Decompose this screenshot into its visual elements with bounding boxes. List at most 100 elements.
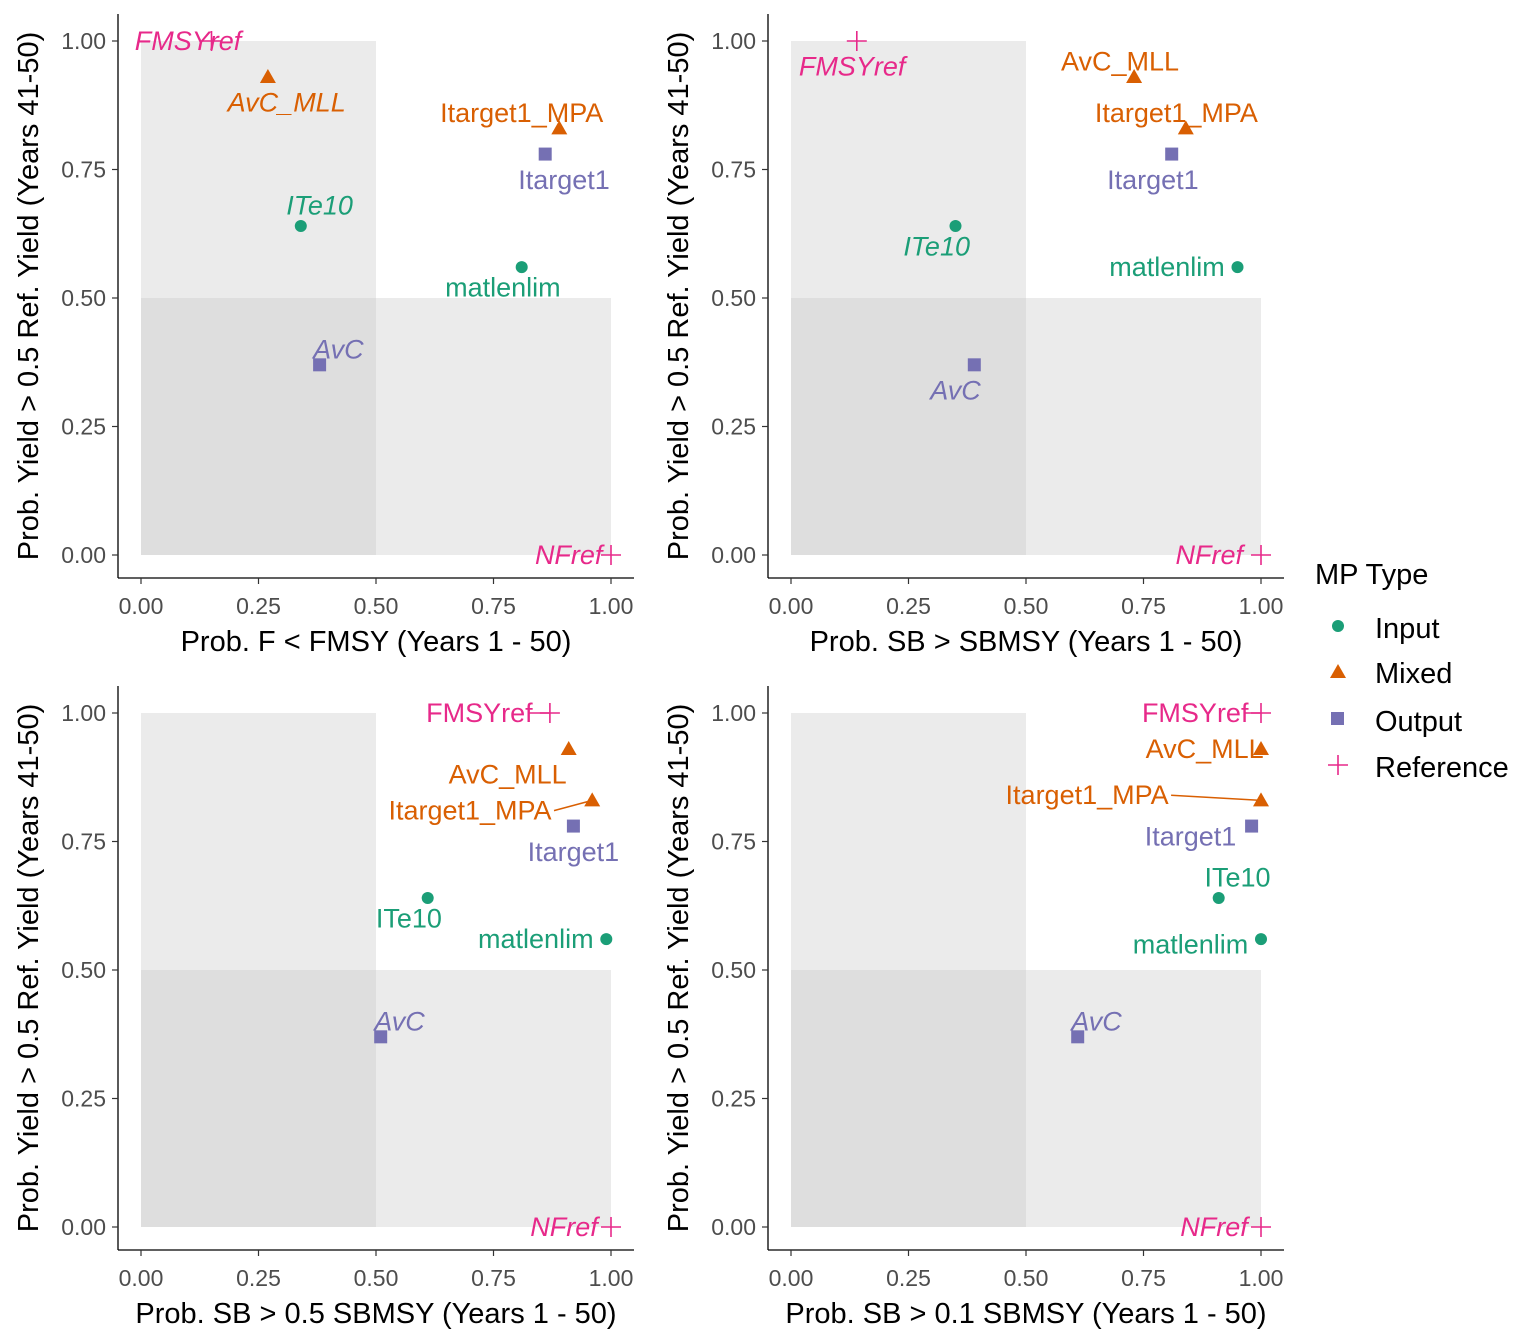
legend-key-output bbox=[1331, 712, 1344, 725]
x-axis-title: Prob. F < FMSY (Years 1 - 50) bbox=[181, 626, 572, 658]
label-ite10: ITe10 bbox=[376, 904, 442, 934]
point-avc-mll bbox=[1253, 740, 1269, 755]
point-ite10 bbox=[421, 892, 434, 905]
panel-top-right: 0.00 0.25 0.50 0.75 1.00 0.00 0.25 0.50 0.75 1.00… bbox=[663, 14, 1284, 658]
x-tick-label: 0.50 bbox=[1004, 593, 1049, 619]
point-itarget1 bbox=[538, 147, 552, 161]
x-tick-label: 0.50 bbox=[354, 1265, 399, 1291]
label-itarget1: Itarget1 bbox=[1145, 821, 1237, 851]
x-tick-label: 0.50 bbox=[354, 593, 399, 619]
y-axis-title: Prob. Yield > 0.5 Ref. Yield (Years 41-5… bbox=[13, 704, 45, 1233]
x-axis-title: Prob. SB > SBMSY (Years 1 - 50) bbox=[810, 626, 1243, 658]
point-matlenlim bbox=[600, 933, 613, 946]
label-avc-mll: AvC_MLL bbox=[226, 88, 346, 118]
x-tick-label: 0.75 bbox=[1121, 1265, 1166, 1291]
point-fmsyref bbox=[846, 31, 867, 51]
y-tick-label: 1.00 bbox=[711, 28, 756, 54]
label-avc-mll: AvC_MLL bbox=[1061, 47, 1179, 77]
label-avc: AvC bbox=[928, 376, 981, 406]
x-axis-title: Prob. SB > 0.5 SBMSY (Years 1 - 50) bbox=[135, 1298, 616, 1330]
point-avc-mll bbox=[560, 740, 577, 755]
point-avc-mll bbox=[1126, 68, 1143, 83]
x-tick-label: 0.25 bbox=[236, 1265, 281, 1291]
x-tick-label: 1.00 bbox=[589, 593, 634, 619]
label-fmsyref: FMSYref bbox=[1142, 698, 1249, 728]
point-itarget1-mpa bbox=[1253, 792, 1269, 807]
point-avc bbox=[313, 358, 327, 372]
x-tick-label: 0.00 bbox=[119, 593, 164, 619]
label-itarget1-mpa: Itarget1_MPA bbox=[388, 796, 551, 826]
y-axis-title: Prob. Yield > 0.5 Ref. Yield (Years 41-5… bbox=[663, 704, 695, 1233]
y-tick-label: 0.25 bbox=[61, 414, 106, 440]
point-ite10 bbox=[294, 220, 307, 233]
label-nfref: NFref bbox=[530, 1212, 600, 1242]
legend-item-mixed: Mixed bbox=[1330, 658, 1452, 690]
legend-key-input bbox=[1332, 620, 1344, 632]
y-tick-label: 0.50 bbox=[61, 957, 106, 983]
x-tick-label: 0.75 bbox=[1121, 593, 1166, 619]
x-tick-label: 0.25 bbox=[886, 1265, 931, 1291]
point-itarget1-mpa bbox=[1177, 120, 1194, 135]
y-tick-label: 0.25 bbox=[61, 1086, 106, 1112]
legend-item-input: Input bbox=[1332, 613, 1440, 645]
legend-item-reference: Reference bbox=[1328, 752, 1509, 784]
point-nfref bbox=[601, 1217, 621, 1237]
point-ite10 bbox=[949, 220, 962, 233]
legend-label-input: Input bbox=[1375, 613, 1440, 645]
legend-label-mixed: Mixed bbox=[1375, 658, 1452, 690]
point-nfref bbox=[1251, 1217, 1271, 1237]
label-matlenlim: matlenlim bbox=[445, 273, 561, 303]
y-tick-label: 0.00 bbox=[61, 1214, 106, 1240]
chart-panels: 0.00 0.25 0.50 0.75 1.00 0.00 0.25 0.50 0.75 1.00… bbox=[13, 14, 1284, 1330]
y-tick-label: 0.75 bbox=[711, 829, 756, 855]
panel-bottom-right: 0.00 0.25 0.50 0.75 1.00 0.00 0.25 0.50 0.75 1.00… bbox=[663, 686, 1284, 1330]
point-fmsyref bbox=[201, 31, 222, 51]
label-ite10: ITe10 bbox=[286, 190, 353, 220]
point-nfref bbox=[1251, 545, 1271, 565]
y-tick-label: 0.50 bbox=[61, 285, 106, 311]
label-matlenlim: matlenlim bbox=[1109, 252, 1225, 282]
x-tick-label: 1.00 bbox=[1239, 1265, 1284, 1291]
legend-label-output: Output bbox=[1375, 706, 1462, 738]
label-nfref: NFref bbox=[535, 540, 605, 570]
y-tick-label: 0.00 bbox=[711, 1214, 756, 1240]
x-tick-label: 0.75 bbox=[471, 593, 516, 619]
label-ite10: ITe10 bbox=[1204, 862, 1270, 892]
point-itarget1-mpa bbox=[584, 792, 601, 807]
label-itarget1: Itarget1 bbox=[1107, 165, 1199, 195]
point-itarget1-mpa bbox=[551, 120, 568, 135]
y-tick-label: 1.00 bbox=[711, 700, 756, 726]
point-matlenlim bbox=[1231, 261, 1244, 274]
y-tick-label: 0.25 bbox=[711, 414, 756, 440]
y-tick-label: 1.00 bbox=[61, 28, 106, 54]
panel-bottom-left: 0.00 0.25 0.50 0.75 1.00 0.00 0.25 0.50 0.75 1.00… bbox=[13, 686, 634, 1330]
point-itarget1 bbox=[1245, 819, 1259, 833]
leader-line-itarget1-mpa bbox=[1171, 794, 1262, 802]
y-tick-label: 0.25 bbox=[711, 1086, 756, 1112]
label-nfref: NFref bbox=[1176, 540, 1246, 570]
label-itarget1: Itarget1 bbox=[518, 165, 610, 195]
label-avc: AvC bbox=[372, 1006, 425, 1036]
y-tick-label: 0.75 bbox=[61, 157, 106, 183]
x-tick-label: 0.50 bbox=[1004, 1265, 1049, 1291]
label-itarget1-mpa: Itarget1_MPA bbox=[440, 98, 603, 128]
point-ite10 bbox=[1212, 892, 1225, 905]
label-avc-mll: AvC_MLL bbox=[449, 760, 567, 790]
legend-key-mixed bbox=[1330, 664, 1346, 678]
legend-title: MP Type bbox=[1315, 559, 1428, 591]
shade-overlap-region bbox=[141, 970, 376, 1227]
x-tick-label: 0.25 bbox=[886, 593, 931, 619]
x-tick-label: 0.75 bbox=[471, 1265, 516, 1291]
y-tick-label: 0.50 bbox=[711, 957, 756, 983]
legend: MP Type Input Mixed Output Reference bbox=[1315, 559, 1509, 784]
y-tick-label: 0.00 bbox=[61, 542, 106, 568]
point-itarget1 bbox=[1165, 147, 1179, 161]
y-tick-label: 0.75 bbox=[711, 157, 756, 183]
label-matlenlim: matlenlim bbox=[478, 924, 594, 954]
point-avc bbox=[374, 1030, 388, 1044]
leader-line-itarget1-mpa bbox=[553, 799, 593, 812]
y-tick-label: 0.50 bbox=[711, 285, 756, 311]
label-fmsyref: FMSYref bbox=[426, 698, 533, 728]
label-itarget1: Itarget1 bbox=[528, 837, 620, 867]
